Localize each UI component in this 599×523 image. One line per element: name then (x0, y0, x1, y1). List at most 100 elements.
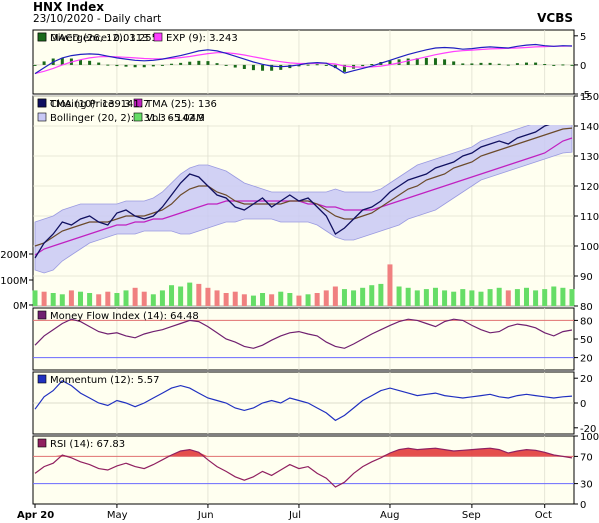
volume-bar (469, 290, 475, 306)
legend-label: Closing Price: 141.7 (50, 99, 149, 110)
divergence-bar (88, 60, 92, 65)
legend-label: EXP (9): 3.243 (166, 33, 238, 44)
volume-bar (332, 286, 338, 306)
rsi-axis-tick-label: 30 (580, 480, 593, 491)
momentum-axis-tick-label: -20 (580, 424, 596, 435)
volume-bar (514, 289, 520, 306)
price-axis-tick-label: 150 (580, 92, 599, 103)
legend-swatch (153, 32, 163, 42)
divergence-bar (534, 62, 538, 65)
legend-swatch (133, 98, 143, 108)
divergence-bar (124, 64, 128, 67)
mfi-axis-tick-label: 20 (580, 354, 593, 365)
legend-label: Money Flow Index (14): 64.48 (50, 311, 199, 322)
legend-entry-0: Money Flow Index (14): 64.48 (37, 310, 199, 322)
legend-label: Bollinger (20, 2): 131.3 - 142.9 (50, 113, 204, 124)
volume-bar (159, 290, 165, 306)
divergence-bar (297, 64, 301, 67)
volume-bar (442, 290, 448, 306)
divergence-bar (515, 63, 519, 65)
divergence-bar (524, 62, 528, 65)
legend-label: Momentum (12): 5.57 (50, 375, 160, 386)
volume-axis-tick-label: 0M (13, 301, 28, 312)
volume-bar (314, 293, 320, 306)
volume-bar (87, 293, 93, 306)
divergence-bar (552, 64, 556, 66)
volume-bar (78, 291, 84, 306)
rsi-axis-tick-label: 100 (580, 432, 599, 443)
chart-title: HNX Index (33, 0, 104, 14)
volume-bar (41, 291, 47, 306)
divergence-bar (433, 58, 437, 65)
tma25-line (34, 137, 573, 256)
volume-bar (214, 290, 220, 306)
macd-axis-tick-label: 5 (580, 32, 586, 43)
price-axis-tick-label: 110 (580, 212, 599, 223)
momentum-line (34, 379, 573, 422)
divergence-bar (443, 59, 447, 65)
price-axis-tick-label: 100 (580, 242, 599, 253)
volume-bar (305, 294, 311, 306)
legend-swatch (37, 374, 47, 384)
panel-frame-macd (32, 29, 575, 95)
volume-bar (105, 291, 111, 306)
legend-label: MACD (26, 12): 3.255 (50, 33, 158, 44)
divergence-bar (42, 61, 46, 65)
legend-entry-2: Divergence: 0.0113 (37, 32, 149, 44)
price-axis-tick-label: 140 (580, 122, 599, 133)
volume-bar (287, 293, 293, 306)
volume-bar (432, 287, 438, 306)
volume-bar (369, 285, 375, 306)
volume-bar (496, 287, 502, 306)
x-axis-label: Oct (535, 510, 552, 521)
divergence-bar (488, 62, 492, 65)
brand-label: VCBS (537, 11, 573, 25)
divergence-bar (60, 57, 64, 65)
divergence-bar (497, 63, 501, 65)
legend-swatch (133, 112, 143, 122)
volume-bar (560, 287, 566, 306)
divergence-bar (406, 58, 410, 65)
legend-swatch (37, 438, 47, 448)
x-axis-label: Apr 20 (17, 510, 54, 521)
volume-axis-tick-label: 200M (0, 250, 28, 261)
volume-bar (478, 291, 484, 306)
volume-bar (487, 289, 493, 306)
divergence-bar (470, 63, 474, 65)
macd-axis-tick-label: -5 (580, 90, 590, 101)
divergence-bar (33, 64, 37, 66)
divergence-bar (479, 62, 483, 65)
macd-line (34, 43, 573, 75)
legend-entry-2: Closing Price: 141.7 (37, 98, 149, 110)
legend-entry-1: TMA (25): 136 (133, 98, 217, 110)
volume-bar (68, 290, 74, 306)
legend-label: RSI (14): 67.83 (50, 439, 125, 450)
volume-bar (551, 286, 557, 306)
divergence-bar (543, 64, 547, 66)
volume-bar (96, 294, 102, 306)
legend-swatch (37, 310, 47, 320)
volume-bar (32, 290, 38, 306)
rsi-axis-tick-label: 70 (580, 452, 593, 463)
volume-bar (396, 286, 402, 306)
volume-bar (505, 290, 511, 306)
rsi-axis-tick-label: 0 (580, 500, 586, 511)
divergence-bar (333, 64, 337, 69)
momentum-axis-tick-label: 0 (580, 399, 586, 410)
legend-entry-1: EXP (9): 3.243 (153, 32, 238, 44)
volume-bar (451, 291, 457, 306)
volume-bar (296, 295, 302, 306)
divergence-bar (197, 60, 201, 65)
divergence-bar (170, 63, 174, 65)
divergence-bar (233, 64, 237, 68)
volume-bar (141, 291, 147, 306)
price-axis-tick-label: 130 (580, 152, 599, 163)
divergence-bar (370, 64, 374, 66)
x-axis-label: Jun (197, 510, 214, 521)
volume-bar (542, 289, 548, 306)
closing-price-line (34, 120, 573, 259)
x-axis-label: Jul (288, 510, 301, 521)
volume-bar (196, 283, 202, 306)
